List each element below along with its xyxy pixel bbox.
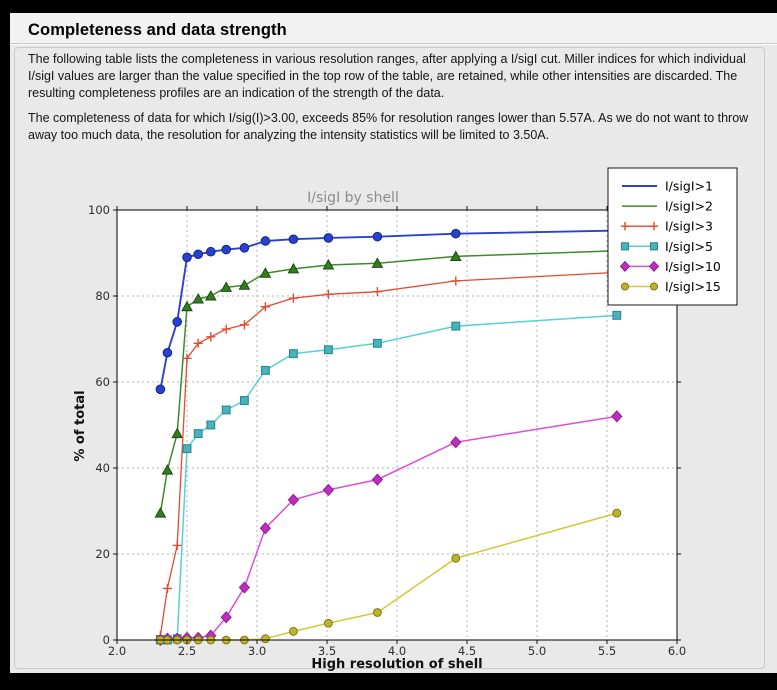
legend-label: I/sigI>10 [665,259,721,274]
svg-text:100: 100 [88,203,110,217]
y-axis-label: % of total [73,390,88,461]
series-i-sigi-2 [154,244,623,518]
svg-text:2.5: 2.5 [178,644,196,658]
legend-label: I/sigI>5 [665,239,713,254]
legend-item-i-sigi-3: I/sigI>3 [620,219,713,234]
legend-label: I/sigI>2 [665,199,713,214]
legend-box [607,167,738,306]
svg-text:5.5: 5.5 [598,644,616,658]
content-panel-border [14,47,765,669]
legend: I/sigI>1 I/sigI>2 I/sigI>3 I/sigI>5 I/sigI>1… [607,167,738,306]
legend-item-i-sigi-15: I/sigI>15 [620,279,721,294]
svg-text:2.0: 2.0 [108,644,126,658]
chart-title: I/sigI by shell [307,190,399,206]
legend-item-i-sigi-2: I/sigI>2 [622,199,713,214]
svg-text:4.0: 4.0 [388,644,406,658]
svg-text:6.0: 6.0 [668,644,686,658]
legend-label: I/sigI>3 [665,219,713,234]
svg-text:40: 40 [95,461,110,475]
svg-text:3.5: 3.5 [318,644,336,658]
header-bar [10,13,777,44]
gridlines [117,210,677,640]
x-axis-tick-labels: 2.0 2.5 3.0 3.5 4.0 4.5 5.0 5.5 6.0 [108,644,686,658]
legend-item-i-sigi-1: I/sigI>1 [622,179,713,194]
svg-text:60: 60 [95,375,110,389]
svg-text:80: 80 [95,289,110,303]
svg-text:20: 20 [95,547,110,561]
completeness-chart: 2.0 2.5 3.0 3.5 4.0 4.5 5.0 5.5 6.0 0 20 40 60 80 100 I… [73,167,738,672]
legend-item-i-sigi-10: I/sigI>10 [619,259,721,274]
svg-text:4.5: 4.5 [458,644,476,658]
description-paragraph-2: The completeness of data for which I/sig… [28,111,749,142]
description-paragraph-1: The following table lists the completene… [28,52,746,100]
x-axis-label: High resolution of shell [311,657,482,672]
svg-text:0: 0 [103,633,110,647]
svg-text:5.0: 5.0 [528,644,546,658]
svg-text:3.0: 3.0 [248,644,266,658]
legend-item-i-sigi-5: I/sigI>5 [620,239,713,254]
legend-label: I/sigI>15 [665,279,721,294]
legend-label: I/sigI>1 [665,179,713,194]
y-axis-tick-labels: 0 20 40 60 80 100 [88,203,110,647]
page-title: Completeness and data strength [28,21,287,39]
